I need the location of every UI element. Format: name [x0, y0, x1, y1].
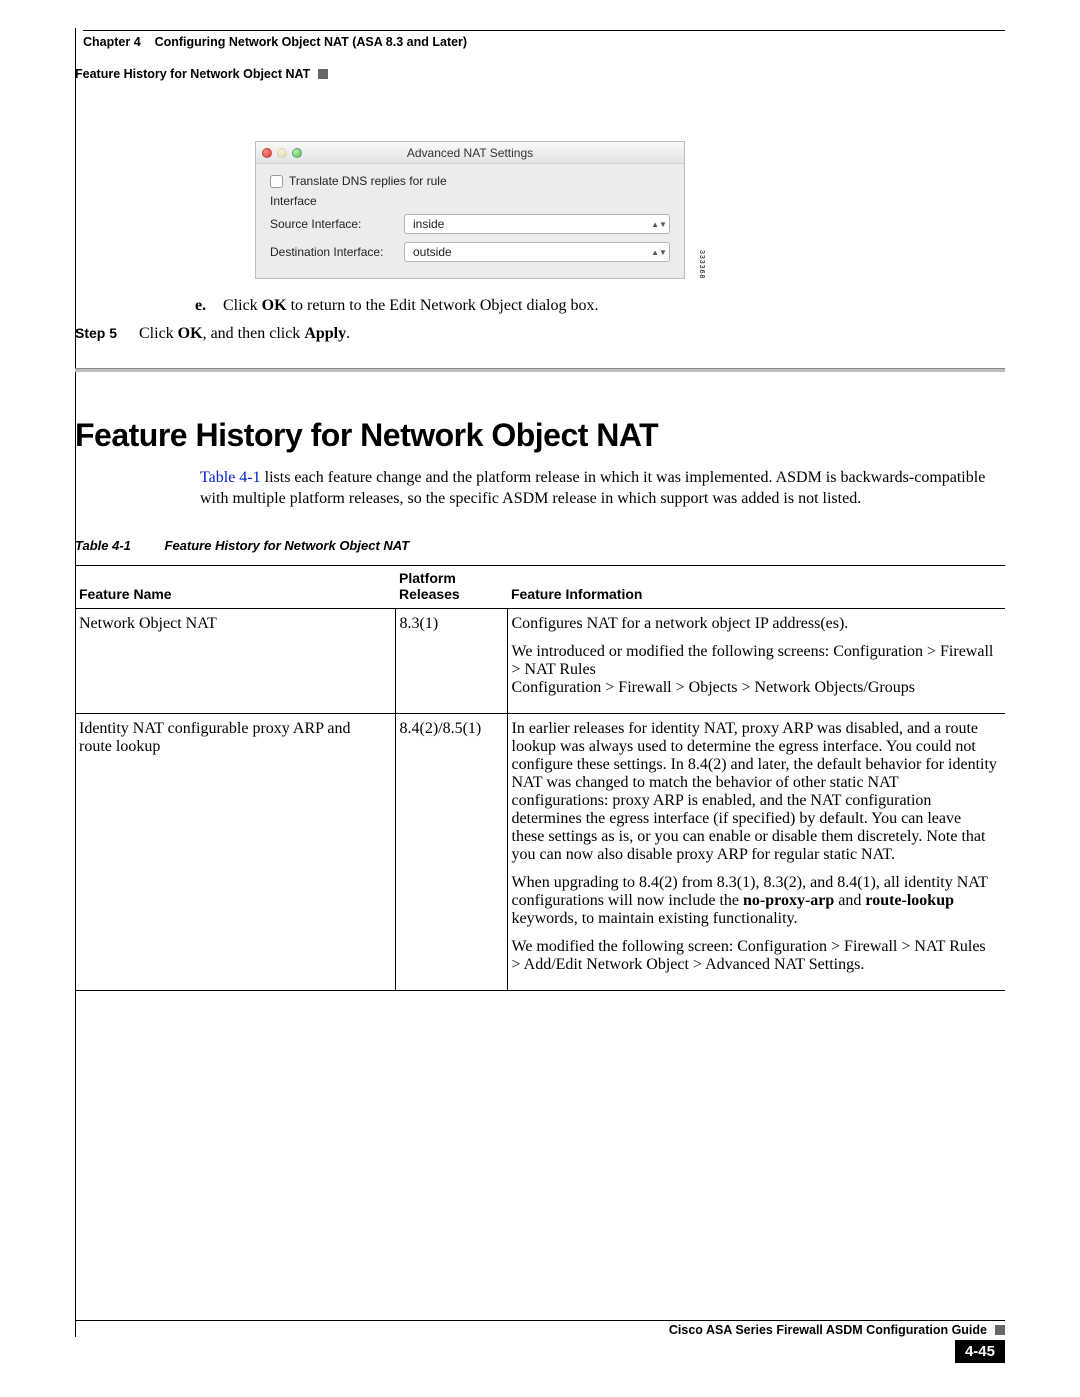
- destination-interface-label: Destination Interface:: [270, 245, 404, 259]
- header-right-title: Feature History for Network Object NAT: [75, 67, 310, 81]
- cell-feature-info: In earlier releases for identity NAT, pr…: [507, 713, 1005, 990]
- th-platform-releases: Platform Releases: [395, 565, 507, 608]
- chapter-label: Chapter 4: [83, 35, 141, 49]
- table-caption-title: Feature History for Network Object NAT: [165, 538, 410, 553]
- chapter-title: Configuring Network Object NAT (ASA 8.3 …: [155, 35, 468, 49]
- translate-dns-label: Translate DNS replies for rule: [289, 174, 447, 188]
- substep-e-marker: e.: [195, 297, 213, 315]
- source-interface-value: inside: [413, 217, 444, 231]
- feature-history-table: Feature Name Platform Releases Feature I…: [75, 565, 1005, 991]
- destination-interface-value: outside: [413, 245, 452, 259]
- window-title: Advanced NAT Settings: [256, 146, 684, 160]
- cell-feature-name: Identity NAT configurable proxy ARP and …: [75, 713, 395, 990]
- section-heading: Feature History for Network Object NAT: [75, 417, 1005, 454]
- cell-feature-name: Network Object NAT: [75, 608, 395, 713]
- destination-interface-select[interactable]: outside ▲▼: [404, 242, 670, 262]
- th-feature-information: Feature Information: [507, 565, 1005, 608]
- header-square-icon: [318, 69, 328, 79]
- interface-heading: Interface: [270, 194, 670, 208]
- table-ref-link[interactable]: Table 4-1: [200, 469, 261, 486]
- source-interface-label: Source Interface:: [270, 217, 404, 231]
- chevron-updown-icon: ▲▼: [653, 222, 665, 227]
- translate-dns-checkbox[interactable]: [270, 175, 283, 188]
- source-interface-select[interactable]: inside ▲▼: [404, 214, 670, 234]
- cell-platform-release: 8.4(2)/8.5(1): [395, 713, 507, 990]
- step-5-label: Step 5: [75, 325, 125, 343]
- cell-feature-info: Configures NAT for a network object IP a…: [507, 608, 1005, 713]
- table-row: Identity NAT configurable proxy ARP and …: [75, 713, 1005, 990]
- th-feature-name: Feature Name: [75, 565, 395, 608]
- advanced-nat-settings-window: Advanced NAT Settings Translate DNS repl…: [255, 141, 685, 279]
- page-number: 4-45: [955, 1340, 1005, 1363]
- table-number: Table 4-1: [75, 538, 131, 553]
- footer-square-icon: [995, 1325, 1005, 1335]
- footer-guide-title: Cisco ASA Series Firewall ASDM Configura…: [669, 1323, 987, 1337]
- figure-id: 333368: [698, 250, 705, 279]
- section-intro: Table 4-1 lists each feature change and …: [200, 468, 1005, 510]
- step-5-text: Click OK, and then click Apply.: [139, 325, 350, 343]
- substep-e-text: Click OK to return to the Edit Network O…: [223, 297, 599, 315]
- cell-platform-release: 8.3(1): [395, 608, 507, 713]
- table-row: Network Object NAT8.3(1)Configures NAT f…: [75, 608, 1005, 713]
- chevron-updown-icon: ▲▼: [653, 250, 665, 255]
